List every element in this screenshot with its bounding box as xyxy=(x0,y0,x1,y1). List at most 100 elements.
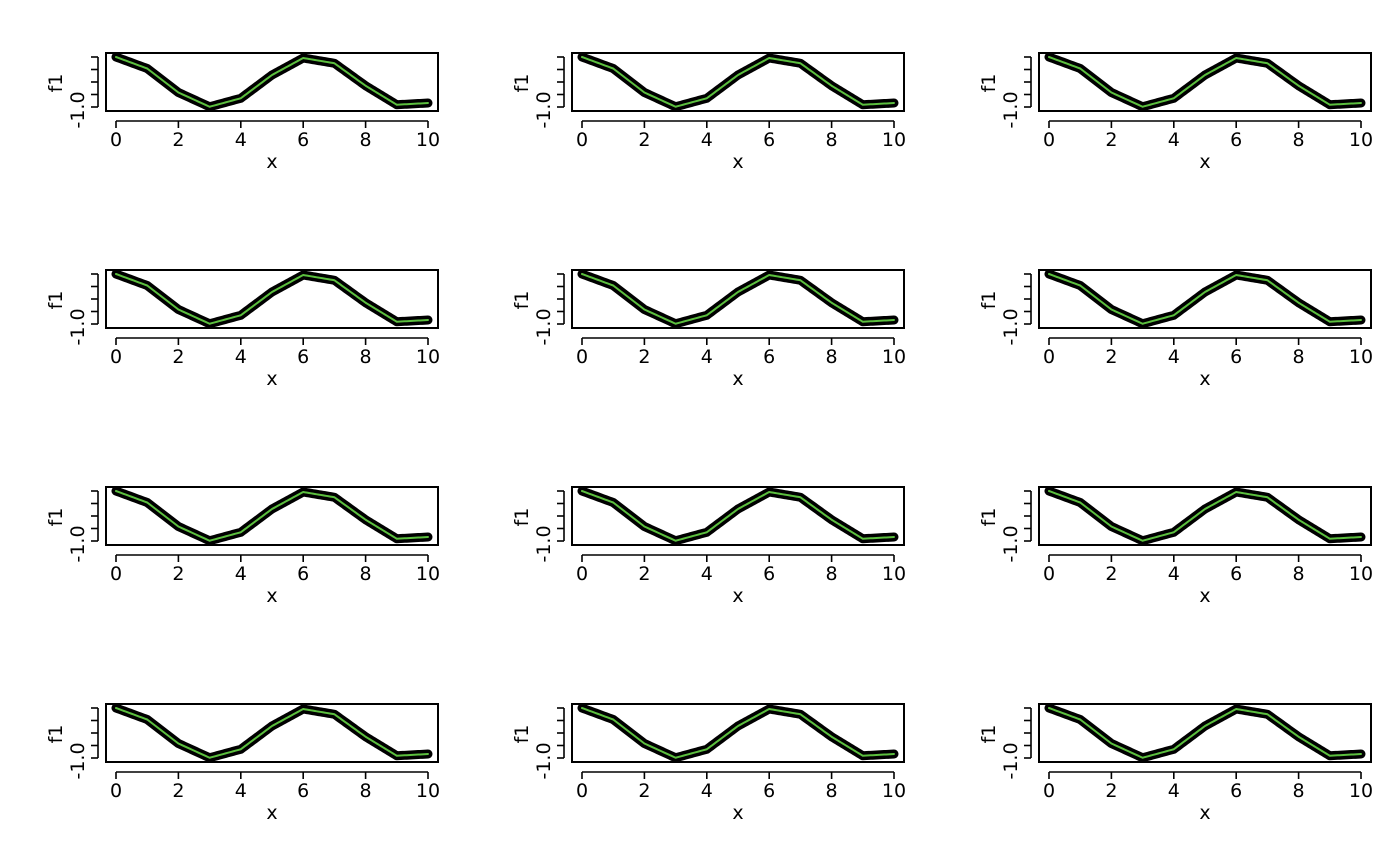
x-tick-label: 8 xyxy=(1293,129,1305,151)
data-points-band xyxy=(111,52,433,112)
plot-frame xyxy=(1038,52,1372,112)
data-points-band xyxy=(111,269,433,329)
x-tick-label: 2 xyxy=(638,129,650,151)
y-tick-label: -1.0 xyxy=(1000,525,1022,562)
x-tick-label: 4 xyxy=(701,346,713,368)
x-axis-label: x xyxy=(1199,802,1210,824)
x-tick-label: 6 xyxy=(1230,129,1242,151)
y-tick-label: -1.0 xyxy=(67,525,89,562)
x-tick-label: 0 xyxy=(110,563,122,585)
x-tick-label: 0 xyxy=(110,129,122,151)
chart-panel-4: 0 2 4 6 8 10 x -1.0f1 xyxy=(45,269,440,390)
x-axis-label: x xyxy=(266,585,277,607)
x-tick-label: 0 xyxy=(1043,780,1055,802)
x-tick-label: 10 xyxy=(1349,129,1373,151)
chart-panel-8: 0 2 4 6 8 10 x -1.0f1 xyxy=(511,486,906,607)
plot-frame xyxy=(1038,486,1372,546)
x-tick-label: 4 xyxy=(1168,563,1180,585)
x-tick-label: 10 xyxy=(416,346,440,368)
data-points-band xyxy=(111,486,433,546)
y-axis-label: f1 xyxy=(45,508,67,527)
fit-line xyxy=(1048,707,1362,759)
x-tick-label: 10 xyxy=(416,780,440,802)
chart-panel-6: 0 2 4 6 8 10 x -1.0f1 xyxy=(978,269,1373,390)
x-tick-label: 0 xyxy=(1043,129,1055,151)
x-tick-label: 2 xyxy=(638,563,650,585)
chart-panel-3: 0 2 4 6 8 10 x -1.0f1 xyxy=(978,52,1373,173)
fit-line xyxy=(1048,490,1362,542)
x-tick-label: 0 xyxy=(110,346,122,368)
x-tick-label: 0 xyxy=(1043,346,1055,368)
y-tick-label: -1.0 xyxy=(533,91,555,128)
x-tick-label: 10 xyxy=(882,346,906,368)
fit-line xyxy=(1048,273,1362,325)
x-tick-label: 2 xyxy=(1105,780,1117,802)
y-tick-label: -1.0 xyxy=(533,742,555,779)
x-tick-label: 4 xyxy=(701,780,713,802)
fit-line xyxy=(1048,56,1362,108)
y-axis-label: f1 xyxy=(511,725,533,744)
y-tick-label: -1.0 xyxy=(533,308,555,345)
data-points-band xyxy=(577,52,899,112)
x-tick-label: 2 xyxy=(172,346,184,368)
x-tick-label: 0 xyxy=(576,563,588,585)
y-axis-label: f1 xyxy=(45,291,67,310)
x-tick-label: 6 xyxy=(763,563,775,585)
x-tick-label: 6 xyxy=(763,780,775,802)
x-tick-label: 0 xyxy=(576,780,588,802)
x-tick-label: 4 xyxy=(701,129,713,151)
x-tick-label: 10 xyxy=(1349,780,1373,802)
chart-panel-7: 0 2 4 6 8 10 x -1.0f1 xyxy=(45,486,440,607)
x-tick-label: 8 xyxy=(360,563,372,585)
x-tick-label: 8 xyxy=(826,129,838,151)
fit-line xyxy=(581,273,895,325)
data-points-band xyxy=(111,703,433,763)
x-tick-label: 2 xyxy=(638,780,650,802)
x-tick-label: 8 xyxy=(360,780,372,802)
x-tick-label: 6 xyxy=(1230,346,1242,368)
y-axis-label: f1 xyxy=(978,508,1000,527)
x-tick-label: 2 xyxy=(1105,346,1117,368)
x-tick-label: 2 xyxy=(172,129,184,151)
x-axis-label: x xyxy=(266,802,277,824)
x-axis-label: x xyxy=(266,368,277,390)
x-tick-label: 2 xyxy=(1105,563,1117,585)
x-tick-label: 6 xyxy=(1230,780,1242,802)
x-tick-label: 6 xyxy=(297,346,309,368)
x-tick-label: 0 xyxy=(576,129,588,151)
plot-frame xyxy=(571,486,905,546)
x-tick-label: 8 xyxy=(1293,780,1305,802)
fit-line xyxy=(581,707,895,759)
x-tick-label: 2 xyxy=(638,346,650,368)
plot-frame xyxy=(105,703,439,763)
data-points-band xyxy=(1044,486,1366,546)
y-tick-label: -1.0 xyxy=(67,308,89,345)
data-points-band xyxy=(577,486,899,546)
plot-frame xyxy=(571,52,905,112)
y-tick-label: -1.0 xyxy=(1000,308,1022,345)
x-axis-label: x xyxy=(732,368,743,390)
x-tick-label: 10 xyxy=(882,563,906,585)
chart-panel-1: 0 2 4 6 8 10 x -1.0f1 xyxy=(45,52,440,173)
x-tick-label: 10 xyxy=(1349,346,1373,368)
plot-frame xyxy=(571,269,905,329)
y-axis-label: f1 xyxy=(511,74,533,93)
x-tick-label: 4 xyxy=(1168,780,1180,802)
x-tick-label: 0 xyxy=(1043,563,1055,585)
x-tick-label: 4 xyxy=(235,346,247,368)
x-tick-label: 4 xyxy=(235,780,247,802)
x-tick-label: 10 xyxy=(416,129,440,151)
data-points-band xyxy=(577,703,899,763)
y-axis-label: f1 xyxy=(511,291,533,310)
data-points-band xyxy=(1044,269,1366,329)
fit-line xyxy=(581,490,895,542)
x-tick-label: 8 xyxy=(826,780,838,802)
x-tick-label: 10 xyxy=(882,780,906,802)
x-tick-label: 8 xyxy=(826,346,838,368)
x-tick-label: 4 xyxy=(235,563,247,585)
x-tick-label: 10 xyxy=(1349,563,1373,585)
chart-panel-2: 0 2 4 6 8 10 x -1.0f1 xyxy=(511,52,906,173)
chart-panel-11: 0 2 4 6 8 10 x -1.0f1 xyxy=(511,703,906,824)
y-tick-label: -1.0 xyxy=(67,91,89,128)
